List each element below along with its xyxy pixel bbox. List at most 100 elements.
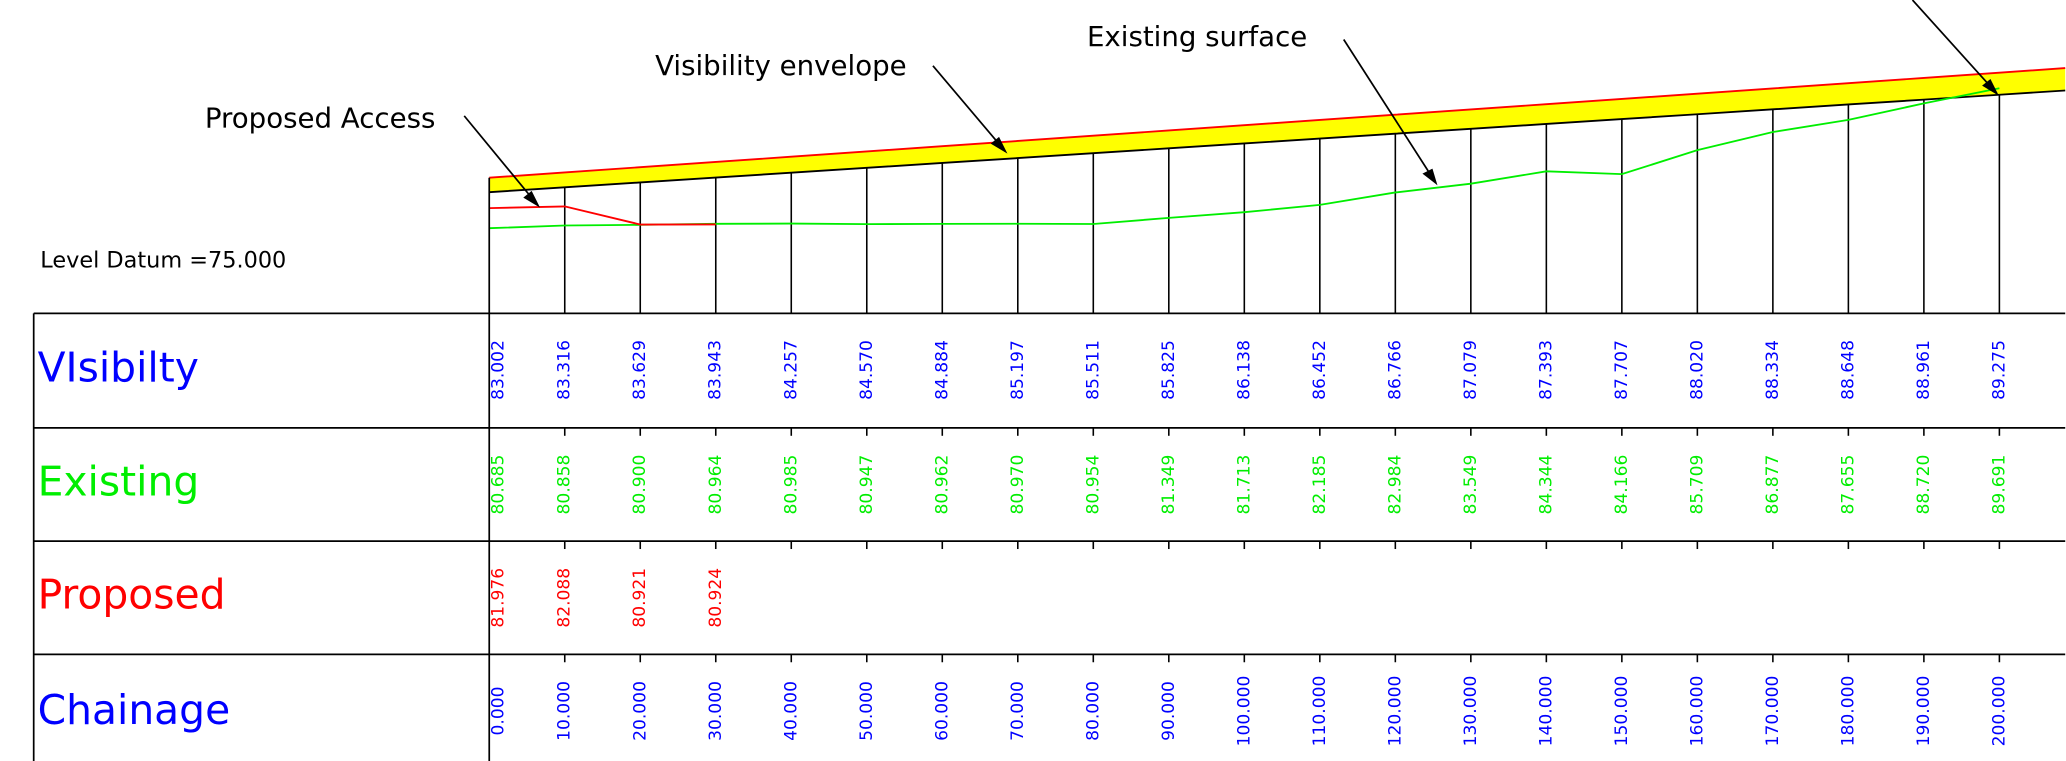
envelope-extension xyxy=(1999,89,2066,96)
cell-value: 160.000 xyxy=(1687,676,1707,747)
cell-value: 86.766 xyxy=(1385,340,1405,400)
leader xyxy=(463,115,539,206)
cell-value: 84.257 xyxy=(781,340,801,400)
profile-line xyxy=(489,93,2000,194)
cell-value: 84.166 xyxy=(1612,455,1632,515)
cell-value: 86.877 xyxy=(1763,455,1783,515)
cell-value: 87.393 xyxy=(1536,340,1556,400)
cell-value: 89.275 xyxy=(1989,340,2009,400)
cell-value: 90.000 xyxy=(1159,681,1179,741)
cell-value: 88.720 xyxy=(1914,455,1934,515)
cell-value: 10.000 xyxy=(555,681,575,741)
profile-line xyxy=(489,205,716,226)
chainage-lines xyxy=(563,94,2001,314)
cell-value: 110.000 xyxy=(1310,676,1330,747)
cell-value: 80.921 xyxy=(630,568,650,628)
cell-value: 87.707 xyxy=(1612,340,1632,400)
cell-value: 170.000 xyxy=(1763,676,1783,747)
row-label: Proposed xyxy=(38,571,226,619)
cell-value: 20.000 xyxy=(630,681,650,741)
cell-value: 80.947 xyxy=(857,455,877,515)
cell-value: 80.858 xyxy=(555,455,575,515)
envelope-top xyxy=(489,67,2066,179)
leader xyxy=(1342,39,1437,184)
leader xyxy=(932,65,1007,152)
cell-value: 150.000 xyxy=(1612,676,1632,747)
annotation: Proposed Access xyxy=(205,102,436,135)
visibility-band xyxy=(489,67,2066,193)
cell-value: 88.961 xyxy=(1914,340,1934,400)
leader xyxy=(1911,0,1998,95)
cell-value: 83.002 xyxy=(488,340,508,400)
cell-value: 120.000 xyxy=(1385,676,1405,747)
cell-value: 100.000 xyxy=(1234,676,1254,747)
cell-value: 84.344 xyxy=(1536,455,1556,515)
cell-value: 84.570 xyxy=(857,340,877,400)
cell-value: 80.954 xyxy=(1083,455,1103,515)
arrow-head xyxy=(1422,168,1438,186)
cell-value: 84.884 xyxy=(932,340,952,400)
cell-value: 81.713 xyxy=(1234,455,1254,515)
cell-value: 88.648 xyxy=(1838,340,1858,400)
cell-value: 130.000 xyxy=(1461,676,1481,747)
profile-line xyxy=(489,87,2000,230)
cell-value: 83.316 xyxy=(555,340,575,400)
cell-value: 87.079 xyxy=(1461,340,1481,400)
annotation: Existing surface xyxy=(1087,20,1307,53)
cell-value: 30.000 xyxy=(706,681,726,741)
cell-value: 83.629 xyxy=(630,340,650,400)
cell-value: 200.000 xyxy=(1989,676,2009,747)
leader-arrows xyxy=(463,0,1999,208)
level-datum-label: Level Datum = xyxy=(40,247,208,273)
cell-value: 0.000 xyxy=(488,686,508,735)
cell-value: 85.709 xyxy=(1687,455,1707,515)
row-label: VIsibilty xyxy=(38,344,199,392)
cell-value: 88.334 xyxy=(1763,340,1783,400)
cell-value: 81.976 xyxy=(488,568,508,628)
envelope-fill xyxy=(489,68,2066,193)
cell-value: 80.924 xyxy=(706,568,726,628)
cell-value: 85.511 xyxy=(1083,340,1103,400)
cell-value: 82.088 xyxy=(555,568,575,628)
cell-value: 70.000 xyxy=(1008,681,1028,741)
row-label: Existing xyxy=(38,458,200,506)
cell-value: 80.900 xyxy=(630,455,650,515)
cell-value: 83.943 xyxy=(706,340,726,400)
profiles xyxy=(489,87,2000,230)
cell-value: 80.685 xyxy=(488,455,508,515)
cell-value: 60.000 xyxy=(932,681,952,741)
cell-value: 87.655 xyxy=(1838,455,1858,515)
cell-value: 89.691 xyxy=(1989,455,2009,515)
cell-value: 85.197 xyxy=(1008,340,1028,400)
arrow-head xyxy=(990,136,1008,154)
annotations: Proposed Access Visibility envelope Exis… xyxy=(205,20,1307,135)
cell-value: 80.970 xyxy=(1008,455,1028,515)
table: VIsibilty 83.002 83.316 83.629 83.943 84.257 8… xyxy=(38,340,2010,746)
table-frame xyxy=(32,177,2066,761)
annotation: Visibility envelope xyxy=(655,49,907,82)
cell-value: 81.349 xyxy=(1159,455,1179,515)
cell-value: 85.825 xyxy=(1159,340,1179,400)
level-datum: Level Datum =75.000 xyxy=(40,247,286,273)
row-label: Chainage xyxy=(38,686,231,734)
cell-value: 86.138 xyxy=(1234,340,1254,400)
cell-value: 190.000 xyxy=(1914,676,1934,747)
arrow-head xyxy=(1982,78,1999,96)
cell-value: 80.962 xyxy=(932,455,952,515)
cell-value: 83.549 xyxy=(1461,455,1481,515)
cell-value: 80.985 xyxy=(781,455,801,515)
cell-value: 88.020 xyxy=(1687,340,1707,400)
cell-value: 50.000 xyxy=(857,681,877,741)
level-datum-value: 75.000 xyxy=(208,247,286,273)
cell-value: 80.964 xyxy=(706,455,726,515)
cell-value: 140.000 xyxy=(1536,676,1556,747)
cell-value: 86.452 xyxy=(1310,340,1330,400)
arrow-head xyxy=(523,190,541,208)
cell-value: 82.984 xyxy=(1385,455,1405,515)
cell-value: 180.000 xyxy=(1838,676,1858,747)
cell-value: 82.185 xyxy=(1310,455,1330,515)
cell-value: 40.000 xyxy=(781,681,801,741)
